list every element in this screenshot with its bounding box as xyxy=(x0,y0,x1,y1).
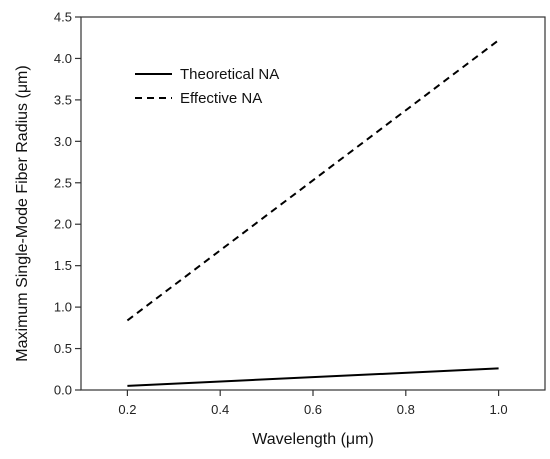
y-axis-ticks: 0.0 0.5 1.0 1.5 2.0 2.5 3.0 3.5 4.0 4.5 xyxy=(54,10,81,398)
legend-label-theoretical-na: Theoretical NA xyxy=(180,66,279,83)
legend-label-effective-na: Effective NA xyxy=(180,90,262,107)
x-tick-label: 0.2 xyxy=(118,402,136,417)
y-tick-label: 0.0 xyxy=(54,383,72,398)
y-tick-label: 0.5 xyxy=(54,341,72,356)
y-tick-label: 1.0 xyxy=(54,300,72,315)
y-tick-label: 3.0 xyxy=(54,134,72,149)
y-tick-label: 3.5 xyxy=(54,92,72,107)
x-tick-label: 1.0 xyxy=(490,402,508,417)
series-line-theoretical-na xyxy=(127,367,499,387)
y-tick-label: 4.0 xyxy=(54,51,72,66)
x-axis-ticks: 0.2 0.4 0.6 0.8 1.0 xyxy=(118,390,508,417)
plot-area: 0.2 0.4 0.6 0.8 1.0 0.0 0.5 1.0 1.5 2.0 2.5 3.0 3.5… xyxy=(54,10,546,417)
x-tick-label: 0.8 xyxy=(397,402,415,417)
y-axis-title: Maximum Single-Mode Fiber Radius (μm) xyxy=(14,65,31,361)
series-lines xyxy=(126,39,500,387)
x-tick-label: 0.4 xyxy=(211,402,229,417)
legend: Theoretical NA Effective NA xyxy=(135,66,279,107)
y-tick-label: 2.5 xyxy=(54,175,72,190)
y-tick-label: 4.5 xyxy=(54,10,72,25)
x-axis-title: Wavelength (μm) xyxy=(252,431,374,448)
y-tick-label: 2.0 xyxy=(54,217,72,232)
series-line-effective-na xyxy=(126,39,500,322)
x-tick-label: 0.6 xyxy=(304,402,322,417)
y-tick-label: 1.5 xyxy=(54,258,72,273)
